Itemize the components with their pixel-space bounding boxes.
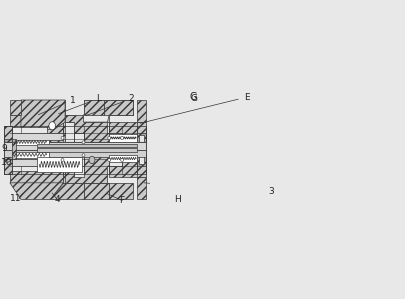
Bar (12, 152, 49, 158)
Polygon shape (104, 100, 133, 115)
Polygon shape (21, 100, 65, 129)
Ellipse shape (49, 122, 55, 130)
Polygon shape (136, 100, 146, 122)
Text: E: E (140, 93, 249, 123)
Polygon shape (136, 122, 146, 177)
Polygon shape (63, 166, 74, 183)
Circle shape (61, 158, 64, 161)
Text: 1: 1 (38, 96, 75, 115)
Text: F: F (119, 196, 124, 205)
Circle shape (107, 158, 111, 161)
Polygon shape (83, 183, 133, 199)
Circle shape (120, 158, 123, 161)
Bar (109, 155, 136, 162)
Bar (12, 127, 47, 171)
Polygon shape (83, 100, 133, 115)
Text: L: L (58, 94, 100, 114)
Polygon shape (21, 100, 65, 115)
Text: G: G (189, 91, 196, 102)
Bar (136, 133, 146, 166)
Bar (4, 142, 146, 150)
Polygon shape (63, 115, 74, 133)
Polygon shape (65, 115, 109, 183)
Text: 3: 3 (268, 187, 273, 196)
Text: G: G (190, 94, 197, 103)
Ellipse shape (89, 156, 95, 164)
Bar (37, 148, 136, 152)
Circle shape (107, 136, 111, 139)
Polygon shape (83, 115, 109, 122)
Bar (109, 134, 136, 142)
Text: 10: 10 (2, 158, 13, 167)
Polygon shape (83, 100, 133, 115)
Polygon shape (4, 126, 12, 174)
Circle shape (82, 141, 85, 144)
Bar (37, 157, 81, 172)
Bar (12, 139, 16, 159)
Polygon shape (136, 177, 146, 199)
Text: 11: 11 (10, 194, 21, 203)
Text: 2: 2 (86, 94, 134, 116)
Bar (12, 133, 63, 140)
Bar (4, 150, 146, 157)
Polygon shape (50, 183, 83, 199)
Circle shape (120, 136, 123, 139)
Polygon shape (83, 115, 109, 122)
Polygon shape (10, 183, 63, 199)
Circle shape (82, 154, 85, 157)
Bar (74, 133, 83, 142)
Polygon shape (109, 122, 144, 177)
Polygon shape (83, 100, 104, 115)
Polygon shape (10, 100, 21, 115)
Bar (74, 155, 83, 166)
Text: 9: 9 (2, 144, 7, 153)
Bar (139, 135, 144, 164)
Bar (37, 144, 136, 147)
Text: 4: 4 (55, 195, 60, 204)
Text: H: H (174, 195, 180, 204)
Bar (4, 139, 12, 159)
Bar (12, 159, 63, 166)
Bar (12, 139, 49, 145)
Polygon shape (10, 115, 65, 183)
Circle shape (61, 136, 64, 139)
Polygon shape (83, 183, 109, 199)
